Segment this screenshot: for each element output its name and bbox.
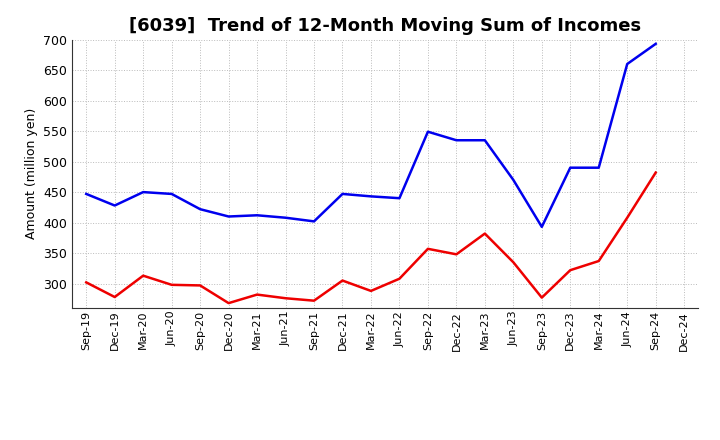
Title: [6039]  Trend of 12-Month Moving Sum of Incomes: [6039] Trend of 12-Month Moving Sum of I… [129,17,642,35]
Ordinary Income [595,165,603,170]
Ordinary Income [509,177,518,183]
Y-axis label: Amount (million yen): Amount (million yen) [24,108,37,239]
Net Income [310,298,318,303]
Ordinary Income [225,214,233,219]
Ordinary Income [139,190,148,195]
Net Income [595,258,603,264]
Net Income [167,282,176,287]
Ordinary Income [196,206,204,212]
Ordinary Income [82,191,91,197]
Net Income [282,296,290,301]
Net Income [225,301,233,306]
Net Income [537,295,546,300]
Line: Ordinary Income: Ordinary Income [86,44,656,227]
Net Income [452,252,461,257]
Net Income [395,276,404,281]
Net Income [196,283,204,288]
Net Income [480,231,489,236]
Ordinary Income [167,191,176,197]
Ordinary Income [310,219,318,224]
Net Income [82,280,91,285]
Ordinary Income [652,41,660,47]
Ordinary Income [623,61,631,66]
Ordinary Income [253,213,261,218]
Ordinary Income [566,165,575,170]
Ordinary Income [537,224,546,230]
Net Income [623,215,631,220]
Ordinary Income [338,191,347,197]
Net Income [139,273,148,279]
Ordinary Income [423,129,432,134]
Net Income [110,294,119,300]
Ordinary Income [366,194,375,199]
Ordinary Income [395,195,404,201]
Net Income [366,288,375,293]
Line: Net Income: Net Income [86,172,656,303]
Net Income [253,292,261,297]
Ordinary Income [480,138,489,143]
Net Income [509,260,518,265]
Ordinary Income [452,138,461,143]
Net Income [338,278,347,283]
Ordinary Income [282,215,290,220]
Net Income [566,268,575,273]
Net Income [423,246,432,252]
Net Income [652,170,660,175]
Ordinary Income [110,203,119,208]
